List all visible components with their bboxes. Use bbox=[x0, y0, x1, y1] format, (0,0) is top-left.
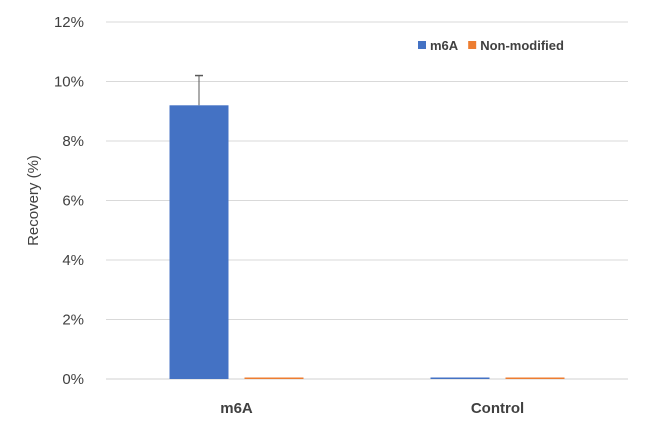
y-tick-label: 8% bbox=[62, 133, 84, 150]
y-tick-label: 4% bbox=[62, 252, 84, 269]
bars bbox=[169, 74, 565, 380]
bar-m6a-m6a bbox=[169, 105, 229, 380]
bar-m6a-control bbox=[430, 377, 490, 379]
y-axis-title: Recovery (%) bbox=[25, 155, 42, 246]
bar-non-modified-control bbox=[505, 377, 565, 379]
legend: m6A Non-modified bbox=[418, 38, 564, 53]
legend-swatch bbox=[468, 41, 477, 49]
legend-swatch bbox=[418, 41, 426, 49]
y-tick-label: 2% bbox=[62, 312, 84, 329]
x-category-label: Control bbox=[471, 400, 524, 417]
y-tick-label: 0% bbox=[62, 371, 84, 388]
y-tick-label: 10% bbox=[54, 74, 84, 91]
legend-label: m6A bbox=[430, 38, 459, 53]
legend-label: Non-modified bbox=[480, 38, 564, 53]
y-tick-label: 12% bbox=[54, 14, 84, 31]
bar-non-modified-m6a bbox=[244, 377, 304, 379]
labels: 0% 2% 4% 6% 8% 10% 12% m6A Control Recovery (%) bbox=[25, 14, 524, 417]
x-category-label: m6A bbox=[220, 400, 253, 417]
y-tick-label: 6% bbox=[62, 193, 84, 210]
